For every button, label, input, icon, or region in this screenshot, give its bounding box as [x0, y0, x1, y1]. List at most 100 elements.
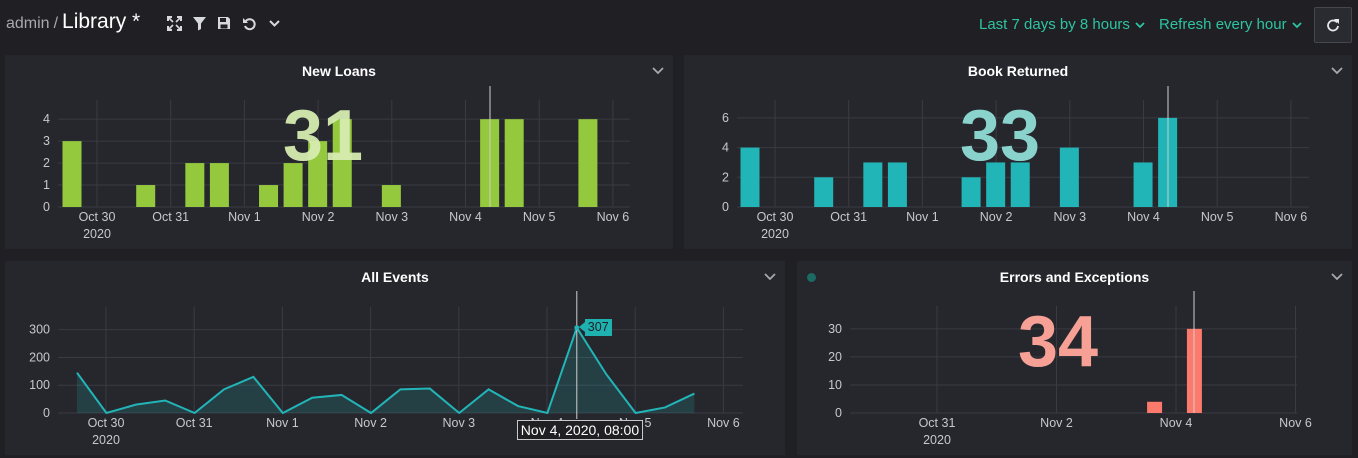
bar [308, 141, 328, 207]
bar [1147, 401, 1163, 413]
time-range-label: Last 7 days by 8 hours [979, 16, 1130, 33]
bar [136, 185, 156, 207]
bar [1010, 162, 1030, 207]
bar [332, 119, 352, 207]
bar [578, 119, 598, 207]
bar [209, 163, 229, 207]
hover-value-flag: 307 [578, 318, 612, 336]
bar [814, 177, 834, 207]
y-tick-label: 0 [43, 406, 50, 420]
save-icon[interactable] [216, 14, 232, 32]
refresh-interval-selector[interactable]: Refresh every hour [1159, 16, 1303, 33]
x-year-label: 2020 [83, 227, 111, 241]
bar [504, 119, 524, 207]
bar [1059, 147, 1079, 207]
y-tick-label: 0 [835, 406, 842, 420]
panel-book-returned: Book Returned 0 2 4 6 Oct 30 Oct 31 Nov 1 Nov 2… [684, 55, 1352, 249]
x-tick-label: Nov 2 [354, 416, 387, 430]
refresh-interval-label: Refresh every hour [1159, 16, 1287, 33]
y-tick-label: 300 [29, 323, 50, 337]
bar [887, 162, 907, 207]
x-tick-label: Nov 3 [375, 210, 408, 224]
panel-title[interactable]: All Events [361, 269, 429, 285]
chevron-down-icon [1135, 21, 1145, 28]
x-tick-label: Oct 31 [919, 416, 956, 430]
x-tick-label: Oct 31 [176, 416, 213, 430]
dashboard-toolbar [166, 14, 282, 32]
x-tick-label: Nov 4 [1127, 210, 1160, 224]
chevron-down-icon [1291, 21, 1302, 28]
bar [1133, 162, 1153, 207]
x-tick-label: Nov 3 [442, 416, 475, 430]
panel-menu-chevron-icon[interactable] [763, 271, 777, 283]
panel-title[interactable]: Book Returned [967, 63, 1069, 79]
filter-icon[interactable] [191, 14, 207, 32]
y-tick-label: 1 [43, 178, 50, 192]
x-tick-label: Nov 2 [1040, 416, 1073, 430]
expand-icon[interactable] [166, 14, 182, 32]
y-tick-label: 0 [722, 200, 729, 214]
y-tick-label: 4 [722, 141, 729, 155]
x-tick-label: Oct 30 [757, 210, 794, 224]
y-tick-label: 200 [29, 350, 50, 364]
chart-all-events[interactable]: 0 100 200 300 Oct 30 Oct 31 Nov 1 Nov 2 Nov 3 Nov… [5, 261, 785, 455]
x-tick-label: Nov 6 [707, 416, 740, 430]
bar [259, 185, 279, 207]
x-tick-label: Nov 6 [1279, 416, 1312, 430]
x-year-label: 2020 [923, 433, 951, 447]
bar [961, 177, 981, 207]
y-tick-label: 2 [722, 170, 729, 184]
x-tick-label: Nov 2 [302, 210, 335, 224]
big-value: 31 [283, 96, 363, 176]
panel-menu-chevron-icon[interactable] [651, 65, 665, 77]
x-tick-label: Nov 5 [1201, 210, 1234, 224]
bar [185, 163, 205, 207]
bar [62, 141, 82, 207]
dashboard-title[interactable]: Library * [62, 10, 141, 33]
panel-menu-chevron-icon[interactable] [1330, 271, 1344, 283]
y-tick-label: 100 [29, 378, 50, 392]
x-year-label: 2020 [92, 433, 120, 447]
y-tick-label: 2 [43, 156, 50, 170]
chart-errors-exceptions: 0 10 20 30 Oct 31 Nov 2 Nov 4 Nov 6 2020 34 [828, 291, 1312, 447]
y-tick-label: 6 [722, 111, 729, 125]
refresh-button[interactable] [1314, 7, 1352, 43]
big-value: 34 [1018, 302, 1098, 382]
big-value: 33 [960, 96, 1040, 176]
bar [986, 162, 1006, 207]
x-tick-label: Nov 1 [266, 416, 299, 430]
bar [381, 185, 401, 207]
y-tick-label: 3 [43, 134, 50, 148]
y-tick-label: 20 [828, 350, 842, 364]
y-tick-label: 30 [828, 322, 842, 336]
series-area [77, 327, 695, 413]
x-tick-label: Nov 1 [906, 210, 939, 224]
x-tick-label: Oct 31 [830, 210, 867, 224]
panel-errors-exceptions: Errors and Exceptions 0 10 20 30 Oct 31 Nov 2… [797, 261, 1352, 455]
hover-point [574, 325, 580, 331]
bar [740, 147, 760, 207]
bar [283, 163, 303, 207]
panel-title[interactable]: New Loans [302, 63, 376, 79]
chevron-down-icon[interactable] [266, 14, 282, 32]
x-tick-label: Oct 30 [88, 416, 125, 430]
time-range-selector[interactable]: Last 7 days by 8 hours [979, 16, 1146, 33]
undo-icon[interactable] [241, 14, 257, 32]
x-tick-label: Oct 30 [79, 210, 116, 224]
chart-new-loans: 0 1 2 3 4 Oct 30 Oct 31 Nov 1 Nov 2 Nov 3 Nov 4 Nov… [43, 86, 630, 241]
y-tick-label: 10 [828, 378, 842, 392]
y-tick-label: 0 [43, 200, 50, 214]
breadcrumb-user[interactable]: admin [6, 15, 50, 32]
x-year-label: 2020 [761, 227, 789, 241]
x-tick-label: Nov 1 [228, 210, 261, 224]
x-tick-label: Nov 2 [980, 210, 1013, 224]
refresh-icon [1327, 19, 1339, 32]
y-tick-label: 4 [43, 112, 50, 126]
hover-time-tooltip: Nov 4, 2020, 08:00 [516, 420, 644, 440]
x-tick-label: Oct 31 [152, 210, 189, 224]
panel-all-events: All Events 0 100 200 300 Oct 30 Oct 31 Nov 1 No… [5, 261, 785, 455]
panel-title[interactable]: Errors and Exceptions [999, 269, 1150, 285]
x-tick-label: Nov 6 [1275, 210, 1308, 224]
panel-menu-chevron-icon[interactable] [1330, 65, 1344, 77]
dashboard-header: admin / Library * Last 7 days by 8 hours… [0, 0, 1358, 52]
